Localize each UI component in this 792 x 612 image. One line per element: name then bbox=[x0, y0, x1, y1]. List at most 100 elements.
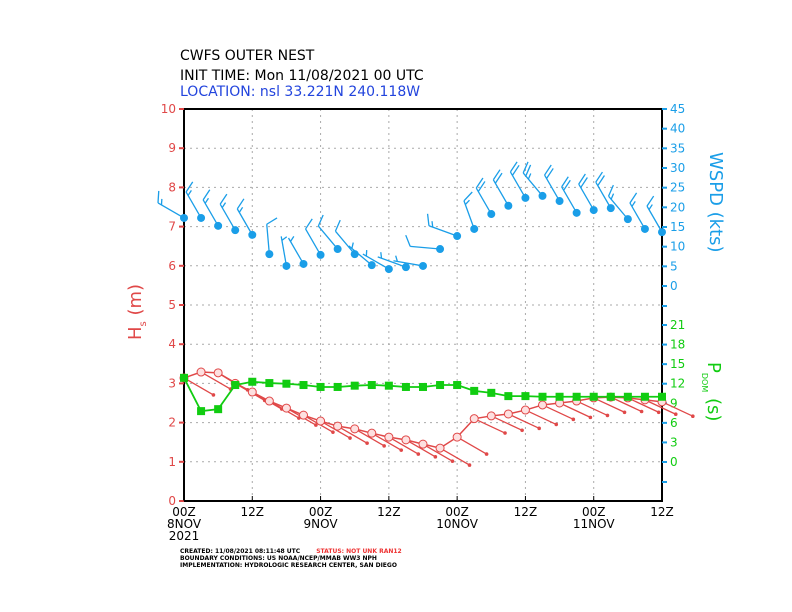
period-tick-label: 21 bbox=[670, 318, 685, 332]
wave-direction-arrow bbox=[183, 377, 214, 396]
wind-barb-staff bbox=[334, 230, 356, 255]
wspd-point bbox=[197, 213, 206, 222]
wind-barb bbox=[185, 181, 206, 222]
x-tick-label: 12Z bbox=[514, 505, 538, 519]
wspd-point bbox=[572, 208, 581, 217]
wspd-point bbox=[367, 261, 376, 270]
wind-barb-feather bbox=[266, 217, 278, 225]
wave-arrow-head bbox=[691, 414, 695, 418]
wspd-point bbox=[470, 224, 479, 233]
period-point bbox=[487, 388, 496, 397]
period-point bbox=[521, 392, 530, 401]
status-text: STATUS: NOT UNK RAN12 bbox=[316, 548, 402, 555]
hs-axis-label: Hs (m) bbox=[125, 284, 149, 340]
wave-arrow-head bbox=[537, 426, 541, 431]
wspd-point bbox=[384, 265, 393, 274]
wspd-point bbox=[623, 215, 632, 224]
wind-barb-feather bbox=[527, 173, 532, 180]
wind-barb-feather bbox=[202, 189, 211, 201]
hs-tick-label: 9 bbox=[168, 141, 176, 155]
wspd-point bbox=[589, 206, 598, 215]
wind-barb-staff bbox=[305, 228, 322, 256]
wind-barb bbox=[561, 176, 581, 217]
wspd-tick-label: 30 bbox=[670, 161, 685, 175]
x-tick-label: 00Z bbox=[309, 505, 333, 519]
wind-barb-staff bbox=[377, 256, 407, 268]
wind-barb-feather bbox=[236, 198, 245, 210]
wind-barb bbox=[265, 217, 278, 259]
hs-point bbox=[247, 387, 257, 397]
wind-barb-feather bbox=[607, 184, 614, 197]
wind-barb-feather bbox=[595, 171, 603, 183]
hs-tick-label: 7 bbox=[168, 220, 176, 234]
wind-barb-staff bbox=[287, 237, 305, 265]
wind-barb bbox=[475, 177, 496, 219]
wind-barb-feather bbox=[334, 219, 341, 232]
wind-barb-feather bbox=[351, 242, 354, 249]
wspd-tick-label: 5 bbox=[670, 259, 678, 273]
wspd-tick-label: 10 bbox=[670, 240, 685, 254]
wave-direction-arrow bbox=[473, 418, 506, 434]
period-point bbox=[453, 381, 462, 390]
location: LOCATION: nsl 33.221N 240.118W bbox=[180, 84, 421, 100]
wind-barb-feather bbox=[317, 214, 324, 227]
wave-arrow-head bbox=[554, 422, 559, 427]
wspd-tick-label: 0 bbox=[670, 279, 678, 293]
wind-barb-feather bbox=[511, 164, 520, 176]
wave-direction-arrow bbox=[354, 428, 385, 447]
wave-direction-arrow bbox=[371, 432, 402, 451]
wind-barb-staff bbox=[236, 208, 253, 236]
wave-arrow-head bbox=[348, 436, 352, 440]
period-point bbox=[572, 392, 581, 401]
x-tick-label: 8NOV bbox=[167, 517, 202, 531]
wspd-tick-label: 35 bbox=[670, 141, 685, 155]
wave-direction-arrow bbox=[576, 400, 608, 416]
wind-barb bbox=[405, 234, 445, 254]
wspd-point bbox=[248, 230, 257, 239]
period-point bbox=[555, 392, 564, 401]
wave-arrow-head bbox=[399, 448, 404, 452]
wave-arrow-head bbox=[382, 444, 386, 448]
wind-barb bbox=[280, 236, 291, 270]
wind-barb bbox=[509, 161, 530, 202]
wind-barb bbox=[646, 195, 666, 237]
wind-barb-feather bbox=[157, 190, 160, 203]
x-tick-label: 12Z bbox=[650, 505, 674, 519]
wspd-point bbox=[487, 210, 496, 219]
wave-arrow-head bbox=[622, 410, 627, 415]
wind-barb-feather bbox=[395, 255, 399, 262]
wind-barb-staff bbox=[608, 195, 629, 220]
period-point bbox=[180, 373, 188, 382]
period-tick-label: 6 bbox=[670, 416, 678, 430]
wind-barb-staff bbox=[410, 245, 441, 250]
x-tick-label: 9NOV bbox=[304, 517, 339, 531]
x-tick-label: 11NOV bbox=[573, 517, 615, 531]
wind-barb-feather bbox=[477, 181, 486, 192]
wind-barb-staff bbox=[561, 186, 578, 214]
wind-barb bbox=[578, 173, 598, 215]
wind-barb-staff bbox=[348, 245, 373, 266]
wspd-point bbox=[333, 245, 342, 254]
wind-barb-staff bbox=[522, 172, 543, 197]
hs-tick-label: 4 bbox=[168, 337, 176, 351]
hs-point bbox=[469, 414, 479, 424]
hs-point bbox=[538, 400, 547, 410]
wind-barb-staff bbox=[646, 205, 663, 233]
wind-barb-feather bbox=[426, 213, 430, 226]
period-point bbox=[436, 381, 445, 390]
hs-point bbox=[367, 428, 377, 438]
x-tick-label: 00Z bbox=[582, 505, 606, 519]
wind-barb bbox=[595, 171, 615, 213]
wspd-point bbox=[521, 193, 530, 202]
period-point bbox=[401, 382, 410, 391]
wind-barb bbox=[362, 250, 393, 274]
hs-point bbox=[435, 443, 445, 453]
period-point bbox=[623, 392, 632, 401]
wind-barb-staff bbox=[544, 174, 561, 202]
wspd-point bbox=[316, 250, 325, 259]
wind-barb-feather bbox=[219, 193, 228, 205]
wind-barb-feather bbox=[597, 175, 605, 186]
period-point bbox=[538, 392, 547, 401]
hs-point bbox=[350, 424, 360, 434]
